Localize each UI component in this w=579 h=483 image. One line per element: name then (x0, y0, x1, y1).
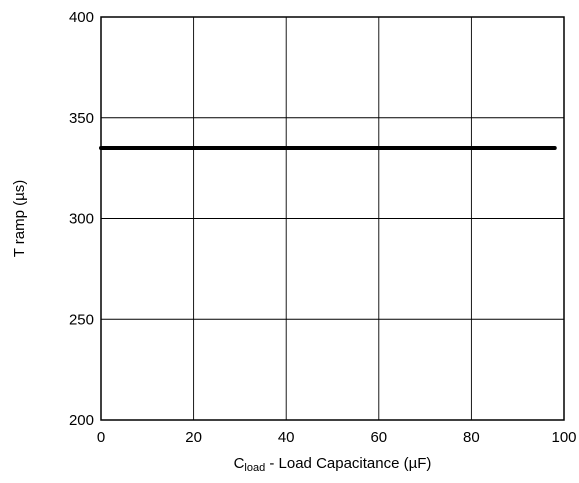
y-tick-label: 300 (69, 211, 94, 228)
x-tick-label: 100 (551, 429, 576, 446)
y-tick-label: 250 (69, 311, 94, 328)
x-axis-label-rest: - Load Capacitance (µF) (265, 455, 431, 472)
x-axis-label-subscript: load (244, 462, 265, 474)
y-tick-label: 400 (69, 9, 94, 26)
y-axis-label: T ramp (µs) (11, 180, 28, 258)
y-tick-label: 350 (69, 110, 94, 127)
plot-frame (100, 16, 565, 421)
x-tick-label: 20 (185, 429, 202, 446)
x-axis-label-main: C (234, 455, 245, 472)
y-tick-label: 200 (69, 412, 94, 429)
y-tick-labels: 200 250 300 350 400 (69, 9, 94, 429)
x-tick-label: 80 (463, 429, 480, 446)
x-tick-labels: 0 20 40 60 80 100 (97, 429, 577, 446)
grid (100, 16, 565, 421)
x-axis-label: Cload - Load Capacitance (µF) (234, 455, 432, 474)
x-tick-label: 0 (97, 429, 105, 446)
x-tick-label: 40 (278, 429, 295, 446)
x-tick-label: 60 (370, 429, 387, 446)
